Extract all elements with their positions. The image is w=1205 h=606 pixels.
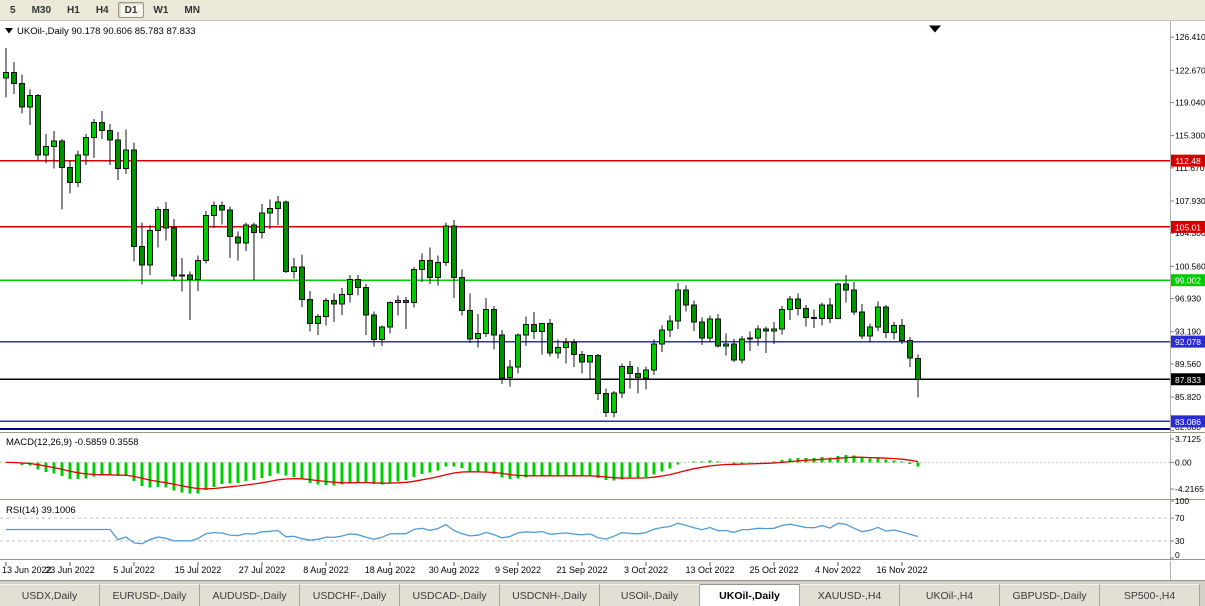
svg-text:107.930: 107.930	[1175, 196, 1205, 206]
svg-text:83.086: 83.086	[1175, 417, 1201, 427]
chart-tab-usdcnh-daily[interactable]: USDCNH-,Daily	[500, 584, 600, 606]
macd-panel: MACD(12,26,9) -0.5859 0.3558 3.7125 0.00 -4…	[0, 434, 1204, 494]
svg-text:85.820: 85.820	[1175, 392, 1201, 402]
chart-tab-sp500-h4[interactable]: SP500-,H4	[1100, 584, 1200, 606]
svg-text:25 Oct 2022: 25 Oct 2022	[749, 565, 798, 575]
horizontal-lines[interactable]	[0, 159, 1170, 431]
svg-text:0.00: 0.00	[1175, 457, 1192, 467]
chart-tab-ukoil-h4[interactable]: UKOil-,H4	[900, 584, 1000, 606]
svg-text:115.300: 115.300	[1175, 131, 1205, 141]
chart-tab-usdx-daily[interactable]: USDX,Daily	[0, 584, 100, 606]
chart-tab-usdchf-daily[interactable]: USDCHF-,Daily	[300, 584, 400, 606]
svg-text:4 Nov 2022: 4 Nov 2022	[815, 565, 861, 575]
svg-text:3.7125: 3.7125	[1175, 434, 1201, 444]
svg-text:5 Jul 2022: 5 Jul 2022	[113, 565, 155, 575]
macd-histogram	[12, 455, 920, 494]
svg-text:3 Oct 2022: 3 Oct 2022	[624, 565, 668, 575]
price-badges: 112.48 105.01 99.002 92.078 87.833 83.086	[1171, 154, 1205, 428]
svg-text:16 Nov 2022: 16 Nov 2022	[876, 565, 927, 575]
scroll-to-end-marker[interactable]	[929, 25, 941, 33]
separator-rsi-dates[interactable]	[0, 559, 1205, 560]
svg-text:93.190: 93.190	[1175, 327, 1201, 337]
svg-text:100.560: 100.560	[1175, 261, 1205, 271]
rsi-line	[6, 522, 919, 545]
svg-text:13 Jun 2022: 13 Jun 2022	[2, 565, 52, 575]
svg-text:15 Jul 2022: 15 Jul 2022	[175, 565, 222, 575]
timeframe-toolbar: 5 M30 H1 H4 D1 W1 MN	[0, 0, 1205, 21]
price-badge-105.01	[1171, 220, 1205, 233]
svg-text:92.078: 92.078	[1175, 337, 1201, 347]
svg-text:30: 30	[1175, 536, 1185, 546]
svg-text:9 Sep 2022: 9 Sep 2022	[495, 565, 541, 575]
chart-menu-icon[interactable]	[5, 28, 13, 34]
svg-text:27 Jul 2022: 27 Jul 2022	[239, 565, 286, 575]
separator-main-macd[interactable]	[0, 432, 1205, 433]
separator-macd-rsi[interactable]	[0, 499, 1205, 500]
svg-text:112.48: 112.48	[1175, 156, 1201, 166]
svg-text:122.670: 122.670	[1175, 65, 1205, 75]
price-badge-87.833	[1171, 373, 1205, 386]
timeframe-button-h1[interactable]: H1	[67, 4, 80, 16]
svg-text:UKOil-,Daily 90.178 90.606 85: UKOil-,Daily 90.178 90.606 85.783 87.833	[17, 26, 196, 37]
svg-text:MACD(12,26,9) -0.5859 0.3558: MACD(12,26,9) -0.5859 0.3558	[6, 437, 139, 448]
chart-canvas[interactable]: 126.410 122.670 119.040 115.300 111.670 107.9…	[0, 21, 1205, 580]
svg-text:23 Jun 2022: 23 Jun 2022	[45, 565, 95, 575]
chart-tab-bar: USDX,Daily EURUSD-,Daily AUDUSD-,Daily USDC…	[0, 580, 1205, 606]
svg-text:105.01: 105.01	[1175, 222, 1201, 232]
svg-text:89.560: 89.560	[1175, 359, 1201, 369]
svg-text:111.670: 111.670	[1175, 163, 1205, 173]
price-badge-92.078	[1171, 335, 1205, 348]
candlestick-series	[3, 47, 921, 418]
svg-text:70: 70	[1175, 513, 1185, 523]
svg-text:30 Aug 2022: 30 Aug 2022	[429, 565, 480, 575]
chart-tab-audusd-daily[interactable]: AUDUSD-,Daily	[200, 584, 300, 606]
svg-text:-4.2165: -4.2165	[1175, 484, 1204, 494]
svg-text:104.300: 104.300	[1175, 228, 1205, 238]
svg-text:18 Aug 2022: 18 Aug 2022	[365, 565, 416, 575]
chart-tab-eurusd-daily[interactable]: EURUSD-,Daily	[100, 584, 200, 606]
price-badge-112.48	[1171, 154, 1205, 167]
chart-tab-usoil-daily[interactable]: USOil-,Daily	[600, 584, 700, 606]
timeframe-button-mn[interactable]: MN	[184, 4, 200, 16]
timeframe-button-w1[interactable]: W1	[153, 4, 169, 16]
svg-text:0: 0	[1175, 550, 1180, 560]
chart-tab-ukoil-daily[interactable]: UKOil-,Daily	[700, 584, 800, 606]
svg-text:99.002: 99.002	[1175, 276, 1201, 286]
price-badge-99.002	[1171, 274, 1205, 287]
svg-text:96.930: 96.930	[1175, 294, 1201, 304]
timeframe-button-m30[interactable]: M30	[31, 4, 52, 16]
svg-text:8 Aug 2022: 8 Aug 2022	[303, 565, 349, 575]
timeframe-button-h4[interactable]: H4	[95, 4, 109, 16]
timeframe-button-d1[interactable]: D1	[117, 2, 145, 18]
svg-text:87.833: 87.833	[1175, 375, 1201, 385]
svg-text:21 Sep 2022: 21 Sep 2022	[556, 565, 607, 575]
chart-tab-xauusd-h4[interactable]: XAUUSD-,H4	[800, 584, 900, 606]
chart-title: UKOil-,Daily 90.178 90.606 85.783 87.833	[5, 26, 196, 37]
svg-text:126.410: 126.410	[1175, 32, 1205, 42]
svg-text:13 Oct 2022: 13 Oct 2022	[685, 565, 734, 575]
price-badge-83.086	[1171, 415, 1205, 428]
chart-tab-usdcad-daily[interactable]: USDCAD-,Daily	[400, 584, 500, 606]
macd-signal-line	[5, 456, 919, 490]
svg-text:100: 100	[1175, 496, 1189, 506]
chart-tab-gbpusd-daily[interactable]: GBPUSD-,Daily	[1000, 584, 1100, 606]
rsi-panel: RSI(14) 39.1006 100 70 30 0	[0, 496, 1189, 560]
svg-text:119.040: 119.040	[1175, 97, 1205, 107]
timeframe-button-5[interactable]: 5	[10, 4, 16, 16]
svg-text:RSI(14) 39.1006: RSI(14) 39.1006	[6, 505, 76, 516]
